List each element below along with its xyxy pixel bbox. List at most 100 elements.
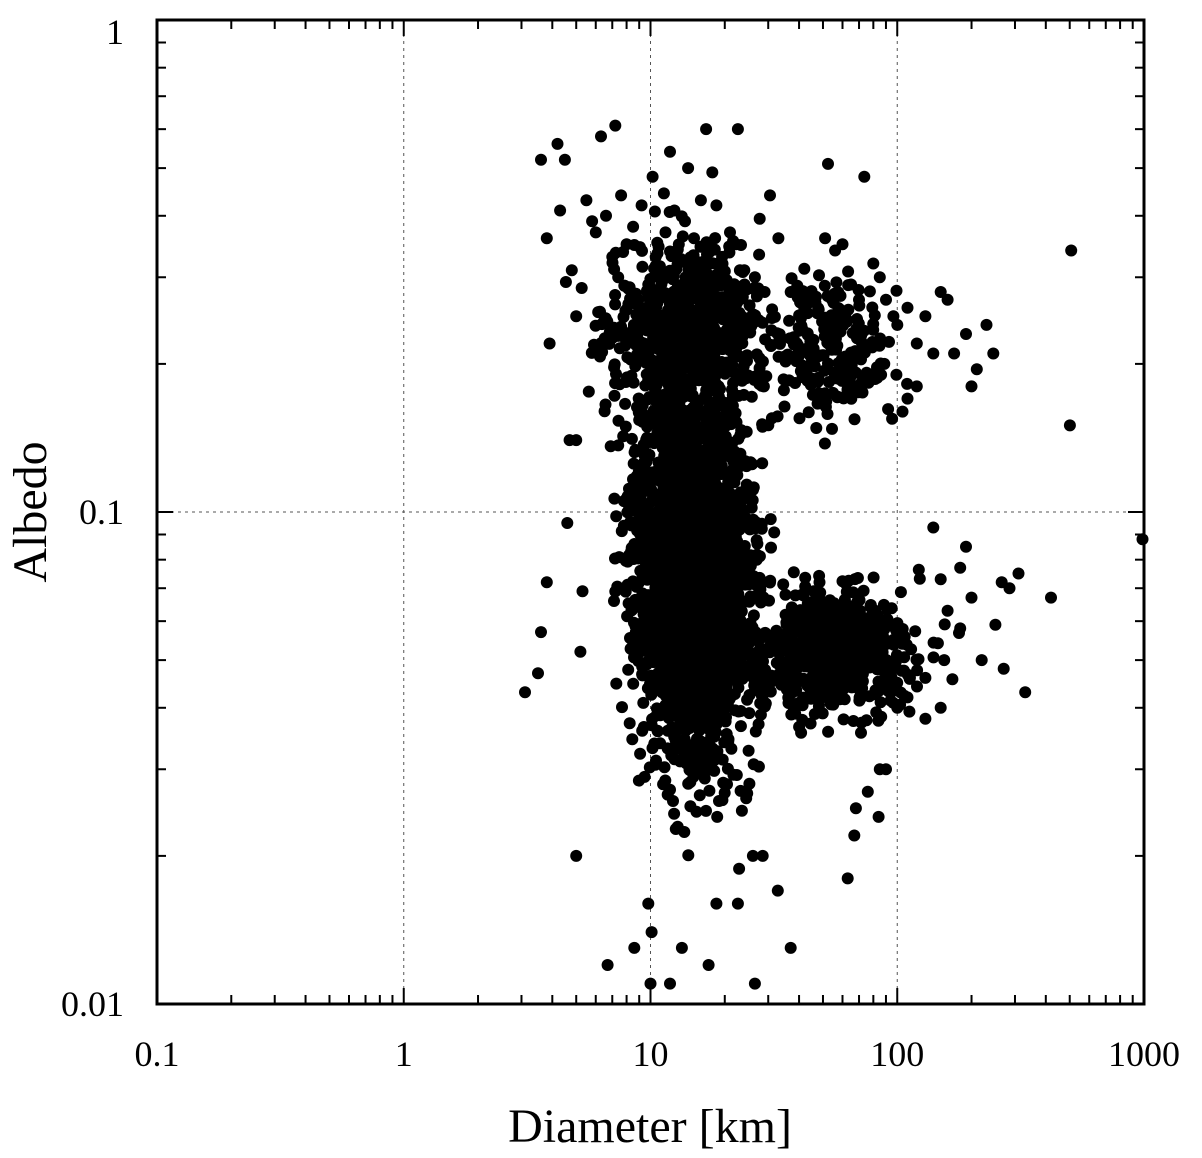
data-point [867,571,880,584]
data-point [856,386,869,399]
data-point [748,271,761,284]
data-point [796,588,809,601]
data-point [798,262,811,275]
data-point [580,194,593,207]
data-point [819,400,832,413]
data-point [702,456,715,469]
data-point [847,623,860,636]
data-point [750,553,763,566]
data-point [805,673,818,686]
data-point [822,680,835,692]
data-point [633,241,646,254]
data-point [818,279,831,292]
data-point [919,712,932,725]
data-point [736,572,749,585]
data-point [777,384,790,397]
data-point [880,293,892,306]
data-point [688,327,701,340]
data-point [636,260,649,273]
data-point [708,603,721,616]
data-point [708,764,721,777]
data-point [755,379,768,392]
data-point [886,412,899,425]
data-point [737,388,750,401]
data-point [756,849,769,862]
data-point [873,763,886,776]
data-point [827,386,839,399]
data-point [707,287,719,300]
data-point [684,292,697,305]
data-point [706,257,719,270]
data-point [714,619,727,632]
data-point [842,265,855,278]
data-point [662,389,675,401]
data-point [707,243,720,255]
data-point [764,189,776,202]
data-point [857,584,870,597]
data-point [642,278,655,291]
data-point [910,337,923,350]
x-tick-label: 10 [633,1034,669,1074]
data-point [658,761,671,774]
data-point [894,586,907,599]
data-point [799,647,812,660]
data-point [624,292,637,305]
data-point [862,376,875,389]
data-point [753,212,766,225]
data-point [841,383,854,396]
data-point [713,588,726,601]
data-point [570,310,583,323]
data-point [764,513,777,526]
data-point [779,588,792,601]
data-point [1065,244,1078,257]
data-point [833,302,846,315]
data-point [673,403,686,415]
data-point [779,608,792,621]
data-point [743,707,756,720]
data-point [730,769,743,781]
data-point [910,380,923,393]
data-point [735,804,748,817]
data-point [658,372,671,384]
data-point [693,789,706,802]
data-point [837,713,850,726]
data-point [867,257,880,270]
data-point [703,314,716,327]
data-point [710,897,723,910]
data-point [656,431,668,444]
data-point [661,469,674,482]
data-point [818,634,831,647]
data-point [595,130,607,143]
data-point [825,343,838,356]
data-point [849,366,862,379]
data-point [927,347,940,360]
data-point [709,324,721,337]
data-point [1012,567,1025,580]
data-point [652,412,665,425]
data-point [853,293,865,306]
data-point [765,541,777,554]
data-point [938,654,951,667]
data-point [891,617,904,630]
data-point [609,289,622,301]
data-point [649,250,662,263]
data-point [586,215,599,228]
data-point [901,377,914,390]
data-point [649,259,662,272]
data-point [705,371,718,384]
data-point [673,340,685,353]
data-point [680,636,693,649]
data-point [919,310,932,323]
data-point [695,502,708,515]
data-point [845,604,858,617]
data-point [608,492,621,505]
data-point [701,532,713,545]
data-point [794,616,807,629]
data-point [683,414,695,427]
data-point [702,959,715,971]
data-point [735,619,748,632]
data-point [811,376,824,388]
data-point [707,445,720,458]
data-point [698,257,710,270]
data-point [669,352,682,365]
